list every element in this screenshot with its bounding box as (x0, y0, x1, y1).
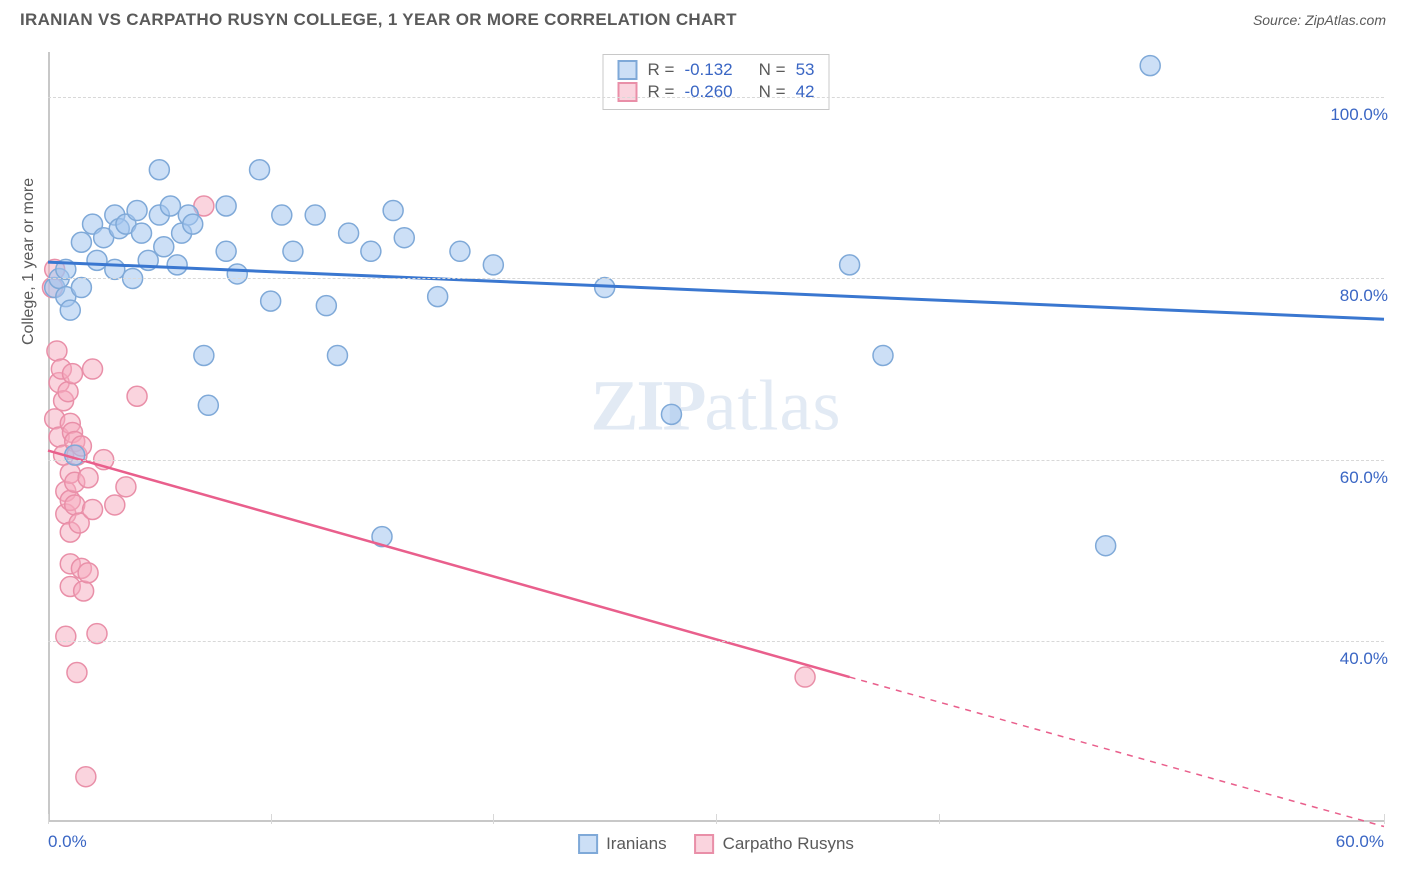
legend-swatch (695, 834, 715, 854)
point-iranians (361, 241, 381, 261)
legend-n-label: N = (759, 82, 786, 102)
y-tick-label: 80.0% (1340, 286, 1388, 306)
point-iranians (1140, 56, 1160, 76)
point-iranians (183, 214, 203, 234)
point-iranians (154, 237, 174, 257)
point-iranians (1096, 536, 1116, 556)
point-iranians (160, 196, 180, 216)
point-carpatho (47, 341, 67, 361)
legend-n-value: 53 (796, 60, 815, 80)
point-iranians (167, 255, 187, 275)
point-iranians (250, 160, 270, 180)
chart-header: IRANIAN VS CARPATHO RUSYN COLLEGE, 1 YEA… (0, 0, 1406, 40)
legend-series-label: Iranians (606, 834, 666, 854)
y-tick-label: 60.0% (1340, 468, 1388, 488)
point-carpatho (74, 581, 94, 601)
x-tick (716, 814, 717, 824)
point-iranians (327, 345, 347, 365)
x-tick-label: 60.0% (1336, 832, 1384, 852)
point-iranians (198, 395, 218, 415)
scatter-svg (48, 52, 1384, 822)
legend-r-value: -0.260 (684, 82, 732, 102)
grid-line (48, 641, 1384, 642)
point-iranians (194, 345, 214, 365)
y-tick-label: 100.0% (1330, 105, 1388, 125)
x-tick (48, 814, 49, 824)
trend-carpatho (48, 451, 850, 677)
point-iranians (261, 291, 281, 311)
y-tick-label: 40.0% (1340, 649, 1388, 669)
point-iranians (840, 255, 860, 275)
point-iranians (450, 241, 470, 261)
point-iranians (227, 264, 247, 284)
point-carpatho (78, 563, 98, 583)
grid-line (48, 460, 1384, 461)
point-carpatho (62, 364, 82, 384)
point-carpatho (76, 767, 96, 787)
legend-n-value: 42 (796, 82, 815, 102)
point-carpatho (105, 495, 125, 515)
chart-source: Source: ZipAtlas.com (1253, 12, 1386, 28)
legend-r-value: -0.132 (684, 60, 732, 80)
legend-n-label: N = (759, 60, 786, 80)
point-iranians (132, 223, 152, 243)
trend-carpatho-dashed (850, 677, 1384, 826)
legend-series-item: Iranians (578, 834, 666, 854)
point-iranians (394, 228, 414, 248)
point-iranians (305, 205, 325, 225)
trend-iranians (48, 262, 1384, 319)
plot-area: College, 1 year or more ZIPatlas R = -0.… (48, 52, 1384, 822)
point-iranians (272, 205, 292, 225)
point-iranians (339, 223, 359, 243)
chart-title: IRANIAN VS CARPATHO RUSYN COLLEGE, 1 YEA… (20, 10, 737, 30)
point-iranians (216, 241, 236, 261)
x-tick-label: 0.0% (48, 832, 87, 852)
legend-series: Iranians Carpatho Rusyns (578, 834, 854, 854)
point-carpatho (127, 386, 147, 406)
point-carpatho (83, 359, 103, 379)
point-iranians (149, 160, 169, 180)
legend-series-item: Carpatho Rusyns (695, 834, 854, 854)
point-iranians (383, 201, 403, 221)
y-axis-title: College, 1 year or more (20, 178, 38, 345)
point-iranians (483, 255, 503, 275)
x-tick (271, 814, 272, 824)
point-iranians (127, 201, 147, 221)
point-iranians (216, 196, 236, 216)
chart-container: College, 1 year or more ZIPatlas R = -0.… (48, 52, 1384, 822)
point-carpatho (78, 468, 98, 488)
grid-line (48, 97, 1384, 98)
legend-swatch (618, 82, 638, 102)
legend-swatch (578, 834, 598, 854)
point-iranians (873, 345, 893, 365)
x-tick (939, 814, 940, 824)
point-iranians (661, 404, 681, 424)
point-carpatho (65, 495, 85, 515)
point-carpatho (116, 477, 136, 497)
legend-swatch (618, 60, 638, 80)
legend-r-label: R = (648, 60, 675, 80)
legend-stats-row: R = -0.260 N = 42 (618, 81, 815, 103)
point-carpatho (795, 667, 815, 687)
point-iranians (71, 278, 91, 298)
point-iranians (283, 241, 303, 261)
legend-r-label: R = (648, 82, 675, 102)
point-iranians (428, 287, 448, 307)
legend-series-label: Carpatho Rusyns (723, 834, 854, 854)
legend-stats-row: R = -0.132 N = 53 (618, 59, 815, 81)
point-iranians (71, 232, 91, 252)
grid-line (48, 278, 1384, 279)
point-carpatho (67, 663, 87, 683)
point-carpatho (58, 382, 78, 402)
point-iranians (87, 250, 107, 270)
point-iranians (60, 300, 80, 320)
point-carpatho (56, 626, 76, 646)
point-iranians (105, 259, 125, 279)
point-carpatho (83, 499, 103, 519)
x-tick (493, 814, 494, 824)
point-iranians (316, 296, 336, 316)
legend-stats: R = -0.132 N = 53 R = -0.260 N = 42 (603, 54, 830, 110)
x-tick (1384, 814, 1385, 824)
